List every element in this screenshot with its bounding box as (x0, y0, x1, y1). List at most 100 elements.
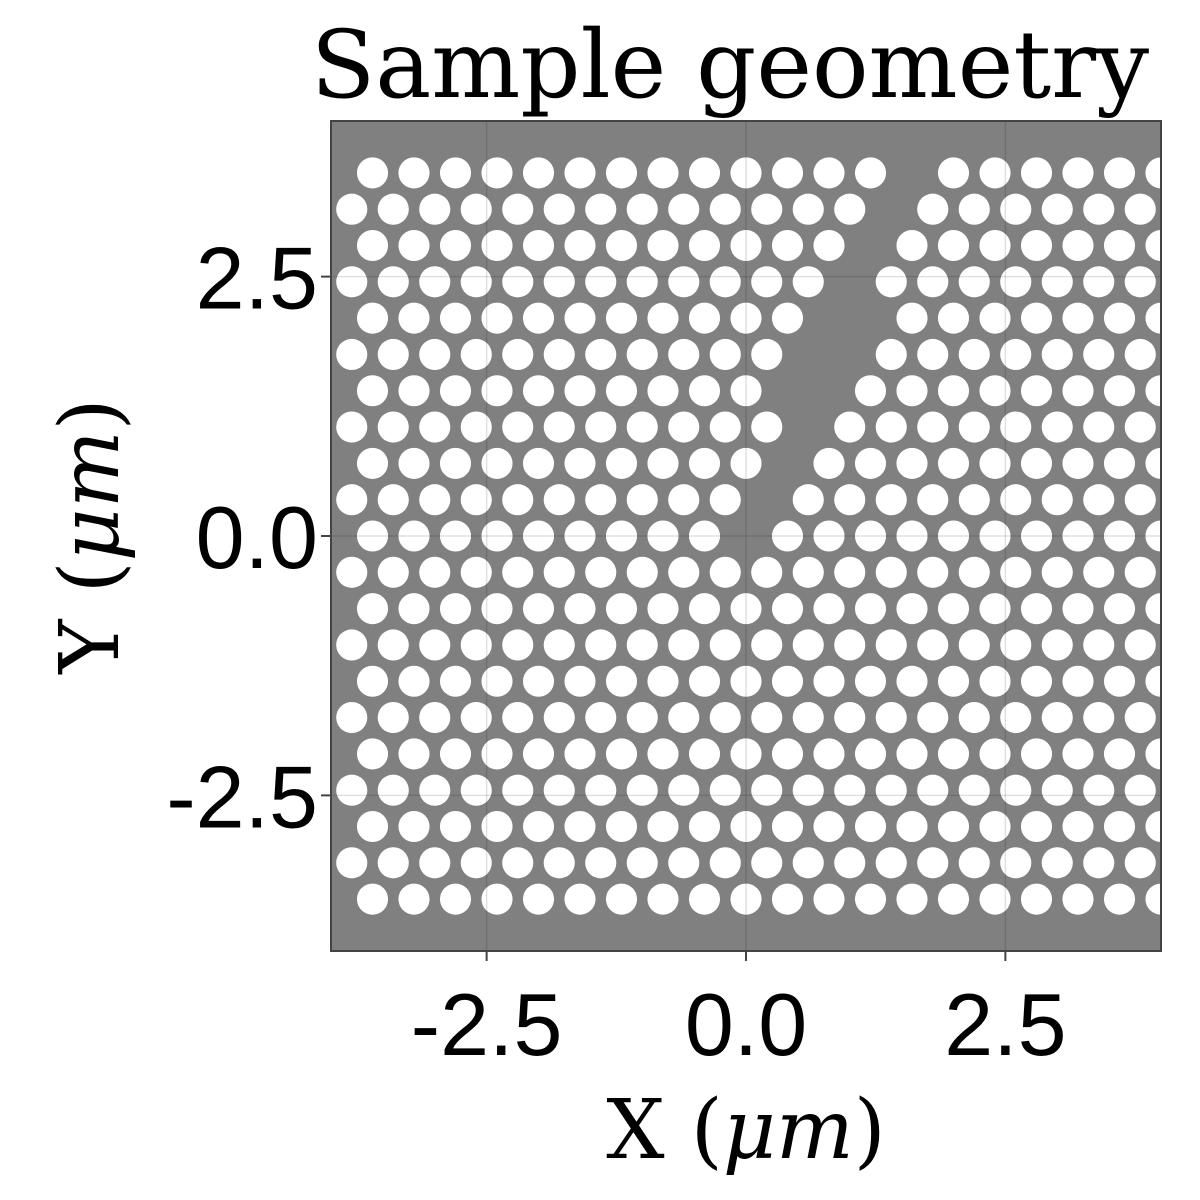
hole-point (377, 266, 409, 298)
hole-point (1083, 629, 1115, 661)
hole-point (937, 810, 970, 843)
hole-point (896, 375, 928, 407)
hole-point (605, 229, 638, 262)
hole-point (585, 193, 617, 225)
hole-point (813, 157, 845, 189)
hole-point (356, 302, 389, 334)
hole-point (564, 738, 596, 770)
hole-point (1145, 229, 1161, 262)
hole-point (854, 375, 887, 407)
x-tick-label: -2.5 (411, 975, 563, 1074)
hole-point (336, 193, 368, 225)
hole-point (1124, 193, 1156, 225)
hole-point (356, 520, 389, 552)
hole-point (751, 702, 783, 734)
hole-point (647, 229, 679, 262)
hole-point (460, 484, 492, 516)
hole-point (1062, 447, 1094, 479)
hole-point (668, 774, 700, 806)
hole-point (356, 157, 389, 189)
hole-point (522, 520, 555, 552)
hole-point (1020, 447, 1053, 479)
hole-point (1000, 266, 1032, 298)
hole-point (1124, 266, 1156, 298)
hole-point (398, 810, 430, 843)
hole-point (668, 411, 700, 443)
hole-point (336, 411, 368, 443)
hole-point (1041, 411, 1073, 443)
hole-point (958, 774, 990, 806)
hole-point (1000, 702, 1032, 734)
hole-point (834, 847, 866, 879)
hole-point (605, 738, 638, 770)
hole-point (356, 375, 389, 407)
plot-area (330, 120, 1162, 952)
hole-point (502, 411, 534, 443)
hole-point (522, 883, 555, 915)
hole-point (751, 338, 783, 370)
hole-point (1000, 774, 1032, 806)
hole-point (585, 484, 617, 516)
hole-point (688, 810, 721, 843)
hole-point (460, 411, 492, 443)
hole-point (543, 629, 575, 661)
hole-point (1145, 447, 1161, 479)
hole-point (854, 157, 887, 189)
hole-point (854, 810, 887, 843)
hole-point (460, 338, 492, 370)
chart-title: Sample geometry (311, 11, 1149, 120)
hole-point (896, 520, 928, 552)
hole-point (834, 629, 866, 661)
y-tick-label: 2.5 (196, 229, 318, 328)
hole-point (979, 738, 1011, 770)
hole-point (688, 229, 721, 262)
hole-point (398, 665, 430, 697)
hole-point (771, 738, 804, 770)
hole-point (771, 593, 804, 625)
hole-point (1145, 738, 1161, 770)
hole-point (1062, 157, 1094, 189)
hole-point (792, 702, 824, 734)
hole-point (419, 847, 451, 879)
hole-point (668, 702, 700, 734)
hole-point (813, 593, 845, 625)
hole-point (792, 847, 824, 879)
hole-point (564, 157, 596, 189)
hole-point (854, 738, 887, 770)
hole-point (585, 774, 617, 806)
hole-point (419, 338, 451, 370)
hole-point (356, 229, 389, 262)
hole-point (958, 629, 990, 661)
hole-point (958, 484, 990, 516)
hole-point (668, 847, 700, 879)
hole-point (875, 774, 907, 806)
hole-point (439, 593, 472, 625)
hole-point (917, 193, 949, 225)
hole-point (730, 883, 762, 915)
hole-point (522, 738, 555, 770)
hole-point (792, 193, 824, 225)
hole-point (958, 411, 990, 443)
hole-point (1103, 883, 1136, 915)
hole-point (1083, 556, 1115, 588)
hole-point (668, 193, 700, 225)
hole-point (896, 447, 928, 479)
hole-point (356, 593, 389, 625)
hole-point (1062, 302, 1094, 334)
hole-point (626, 556, 658, 588)
hole-point (605, 593, 638, 625)
hole-point (377, 774, 409, 806)
hole-point (1020, 665, 1053, 697)
y-tick-label: -2.5 (166, 747, 318, 846)
hole-point (917, 556, 949, 588)
hole-point (522, 810, 555, 843)
hole-point (875, 847, 907, 879)
hole-point (896, 883, 928, 915)
hole-point (543, 484, 575, 516)
hole-point (709, 702, 741, 734)
y-axis-label: Y (μm) (43, 398, 138, 674)
hole-point (1083, 484, 1115, 516)
hole-point (585, 702, 617, 734)
hole-point (937, 229, 970, 262)
